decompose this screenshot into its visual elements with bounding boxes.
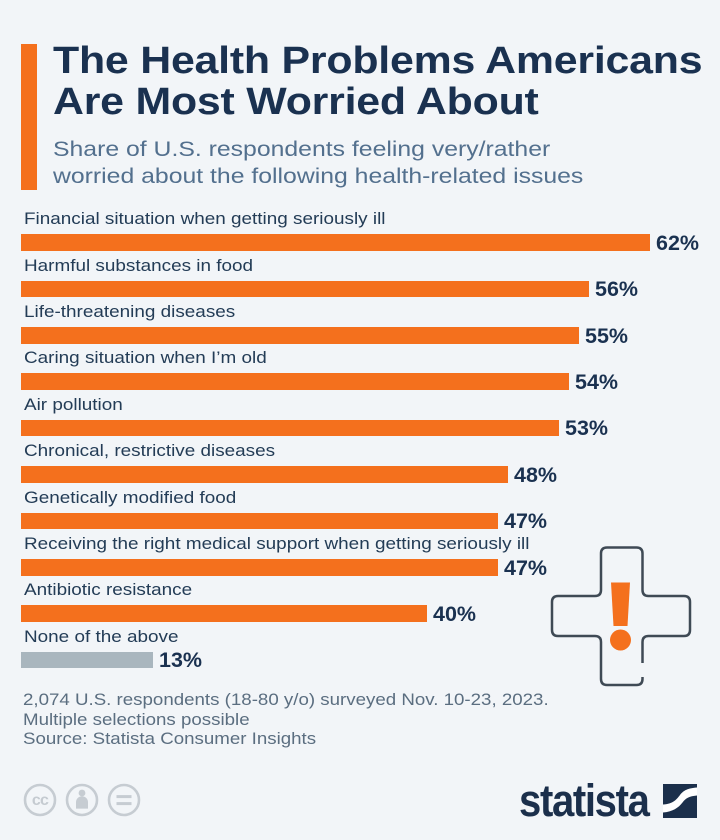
svg-text:cc: cc <box>32 792 49 809</box>
